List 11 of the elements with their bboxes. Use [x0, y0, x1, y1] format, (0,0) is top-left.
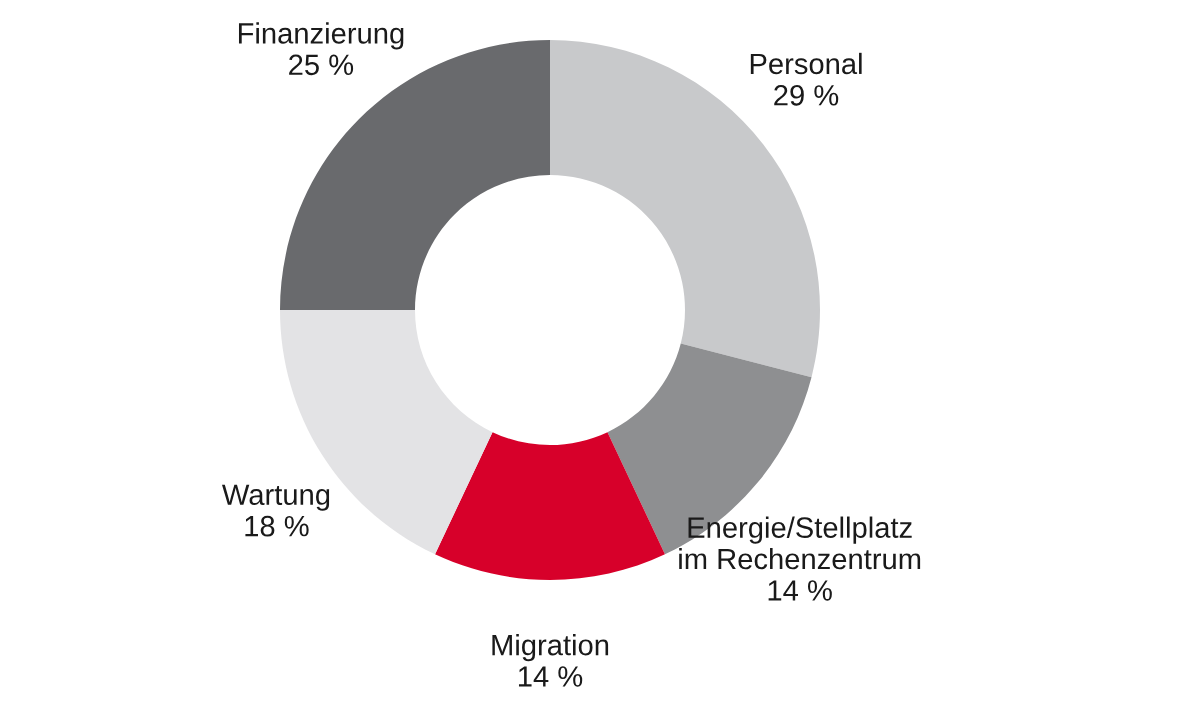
donut-slice [435, 432, 665, 580]
data-label: 14 % [518, 666, 583, 687]
data-label: 14 % [768, 580, 832, 601]
data-label: 29 % [774, 85, 839, 106]
slice-label: Wartung [222, 484, 330, 511]
slice-label: Personal [750, 52, 862, 75]
data-label: 25 % [289, 54, 354, 76]
slice-label: Migration [492, 634, 609, 662]
slice-label: Energie/Stellplatz im Rechenzentrum [679, 516, 921, 570]
slice-label: Finanzierung [238, 22, 404, 50]
data-label: 18 % [245, 515, 309, 537]
